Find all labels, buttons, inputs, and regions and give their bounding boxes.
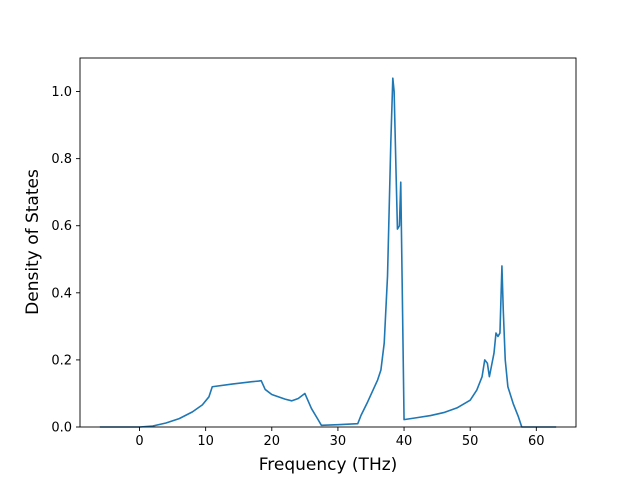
x-tick-label: 0 <box>135 434 143 449</box>
x-tick-label: 40 <box>396 434 413 449</box>
y-tick-label: 0.2 <box>51 353 72 368</box>
plot-area <box>79 57 577 428</box>
x-tick-label: 20 <box>264 434 281 449</box>
y-axis-ticks: 0.0 0.2 0.4 0.6 0.8 1.0 <box>51 85 80 436</box>
x-tick-label: 10 <box>197 434 214 449</box>
y-tick-label: 1.0 <box>51 85 72 100</box>
y-tick-label: 0.4 <box>51 286 72 301</box>
x-tick-label: 30 <box>330 434 347 449</box>
x-tick-label: 60 <box>528 434 545 449</box>
x-axis-ticks: 0 10 20 30 40 50 60 <box>135 427 545 449</box>
axes-frame <box>79 57 577 428</box>
y-axis-label: Density of States <box>23 169 43 315</box>
y-tick-label: 0.8 <box>51 152 72 167</box>
dos-series-line-0 <box>99 77 557 428</box>
x-axis-label: Frequency (THz) <box>259 455 398 475</box>
y-tick-label: 0.0 <box>51 421 72 436</box>
x-tick-label: 50 <box>462 434 479 449</box>
y-tick-label: 0.6 <box>51 219 72 234</box>
